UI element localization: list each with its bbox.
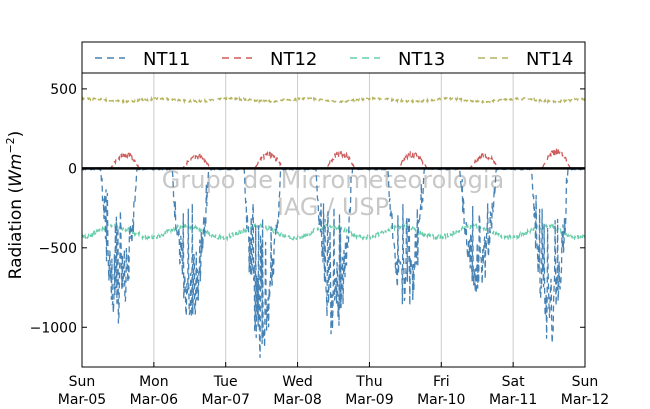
x-tick-label-day: Fri (433, 374, 450, 390)
plot-frame (81, 72, 586, 368)
x-tick-label-date: Mar-12 (561, 392, 609, 408)
series-line-nt14 (81, 95, 586, 105)
y-tick-label: 500 (50, 82, 77, 98)
legend-label-nt12: NT12 (270, 49, 317, 70)
grid (153, 73, 514, 367)
y-axis-label: Radiation (Wm−2) (4, 131, 26, 280)
x-tick-label-date: Mar-07 (202, 392, 250, 408)
watermark-line-2: IAG / USP (277, 193, 389, 221)
x-tick-label-day: Thu (355, 374, 382, 390)
x-tick-label-date: Mar-06 (130, 392, 178, 408)
watermark: Grupo de Micrometeorologia IAG / USP (162, 166, 504, 221)
x-tick-label-day: Sat (502, 374, 525, 390)
x-tick-label-date: Mar-05 (58, 392, 106, 408)
series-line-nt13 (81, 222, 586, 242)
y-tick-label: 0 (68, 161, 77, 177)
legend: NT11 NT12 NT13 NT14 (81, 41, 586, 74)
watermark-line-1: Grupo de Micrometeorologia (162, 166, 504, 194)
y-axis: 500 0 −500 −1000 (30, 82, 585, 336)
x-tick-label-day: Sun (69, 374, 96, 390)
x-tick-label-day: Wed (282, 374, 313, 390)
x-axis: Sun Mar-05 Mon Mar-06 Tue Mar-07 Wed Mar-08 Thu M… (58, 362, 609, 408)
x-tick-label-date: Mar-11 (489, 392, 537, 408)
y-tick-label: −500 (39, 241, 77, 257)
x-tick-label-date: Mar-09 (345, 392, 393, 408)
x-tick-label-day: Tue (213, 374, 238, 390)
y-tick-label: −1000 (30, 320, 77, 336)
x-tick-label-day: Sun (572, 374, 599, 390)
x-tick-label-date: Mar-10 (417, 392, 465, 408)
x-tick-label-day: Mon (139, 374, 169, 390)
legend-label-nt14: NT14 (526, 49, 573, 70)
legend-label-nt13: NT13 (398, 49, 445, 70)
legend-label-nt11: NT11 (143, 49, 190, 70)
x-tick-label-date: Mar-08 (273, 392, 321, 408)
